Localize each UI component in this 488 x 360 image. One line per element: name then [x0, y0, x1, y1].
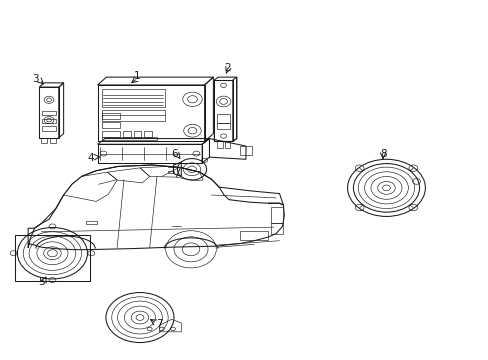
Bar — [102, 110, 164, 121]
Bar — [98, 144, 202, 163]
Bar — [122, 131, 130, 137]
Bar — [102, 89, 164, 107]
Bar — [102, 113, 120, 119]
Text: 5: 5 — [38, 277, 44, 287]
Bar — [41, 111, 56, 115]
Bar — [41, 118, 56, 123]
Bar — [41, 126, 56, 131]
Text: 6: 6 — [171, 149, 178, 158]
Bar — [217, 114, 229, 123]
Bar — [240, 146, 252, 155]
Bar — [217, 123, 229, 129]
Bar — [271, 223, 283, 234]
Bar — [98, 85, 204, 141]
Bar — [102, 137, 157, 140]
Bar — [271, 207, 283, 223]
Bar — [15, 235, 90, 281]
Bar — [39, 87, 59, 138]
Bar — [144, 131, 152, 137]
Bar — [102, 131, 120, 137]
Text: 7: 7 — [156, 319, 163, 329]
Bar — [239, 231, 267, 240]
Text: 2: 2 — [224, 63, 230, 73]
Bar — [102, 122, 120, 128]
Bar — [214, 80, 232, 141]
Text: 1: 1 — [134, 71, 141, 81]
Bar — [133, 131, 141, 137]
Text: 4: 4 — [87, 153, 94, 163]
Text: 8: 8 — [379, 149, 386, 158]
Text: 3: 3 — [32, 73, 39, 84]
Bar — [86, 221, 97, 224]
